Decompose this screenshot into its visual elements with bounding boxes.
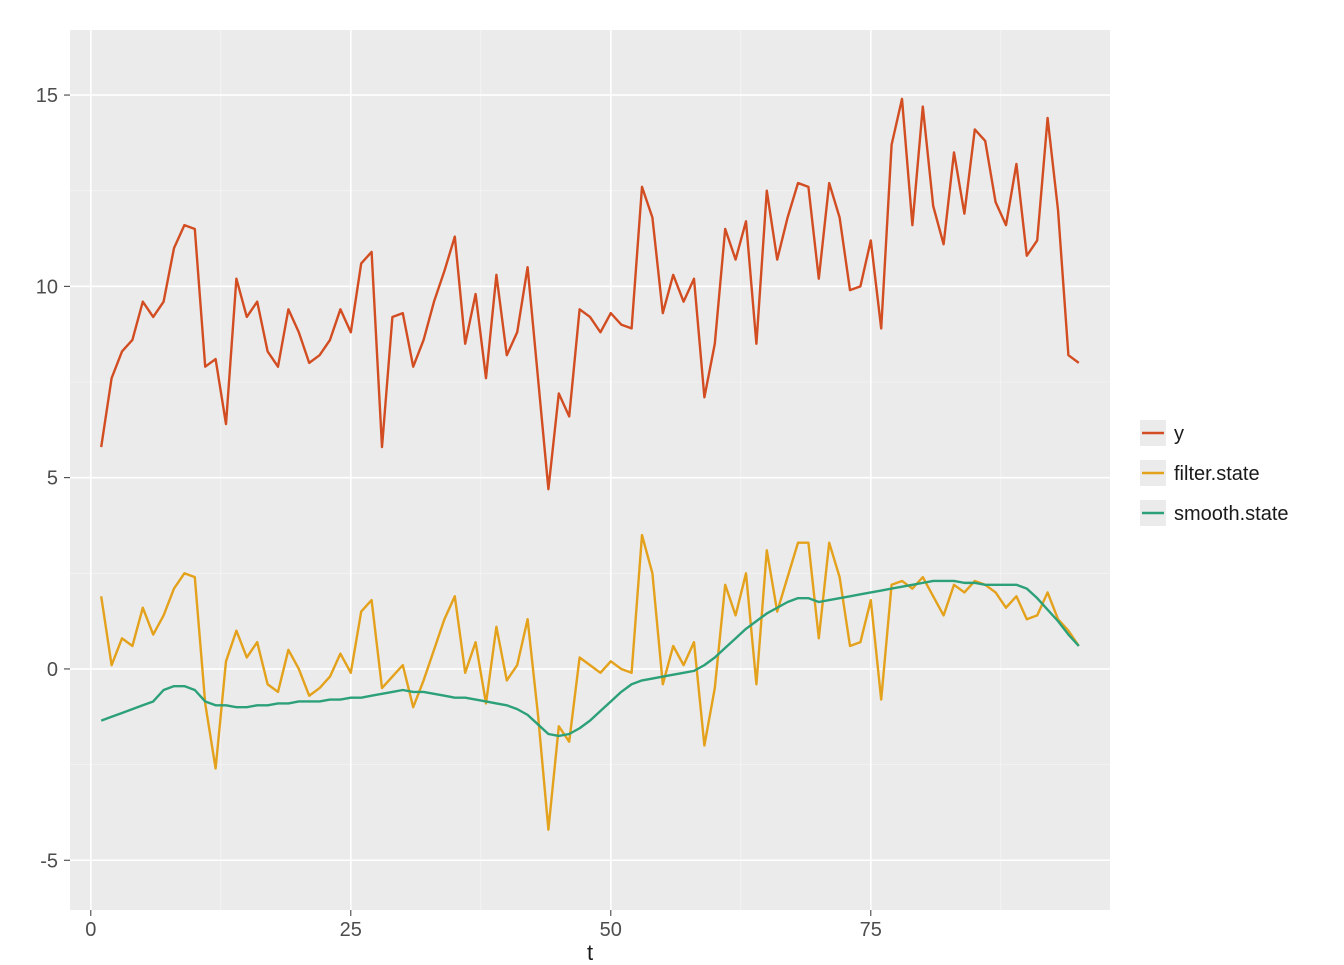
legend-label: smooth.state <box>1174 503 1289 525</box>
x-axis-label: t <box>587 940 593 960</box>
legend-item-filter.state: filter.state <box>1140 460 1260 486</box>
x-tick-label: 0 <box>85 919 96 941</box>
y-tick-label: 10 <box>36 276 58 298</box>
y-tick-label: 0 <box>47 659 58 681</box>
chart-container: 0 25 50 75 -5 0 5 10 15 t y filter.state smooth.stat… <box>0 0 1344 960</box>
x-tick-label: 75 <box>860 919 882 941</box>
legend-label: filter.state <box>1174 463 1260 485</box>
x-tick-label: 50 <box>600 919 622 941</box>
y-tick-label: 5 <box>47 468 58 490</box>
legend-item-y: y <box>1140 420 1184 446</box>
y-tick-label: 15 <box>36 85 58 107</box>
legend-item-smooth.state: smooth.state <box>1140 500 1289 526</box>
legend-label: y <box>1174 423 1184 445</box>
line-chart: 0 25 50 75 -5 0 5 10 15 t y filter.state smooth.stat… <box>0 0 1344 960</box>
y-tick-label: -5 <box>40 850 58 872</box>
x-tick-label: 25 <box>340 919 362 941</box>
